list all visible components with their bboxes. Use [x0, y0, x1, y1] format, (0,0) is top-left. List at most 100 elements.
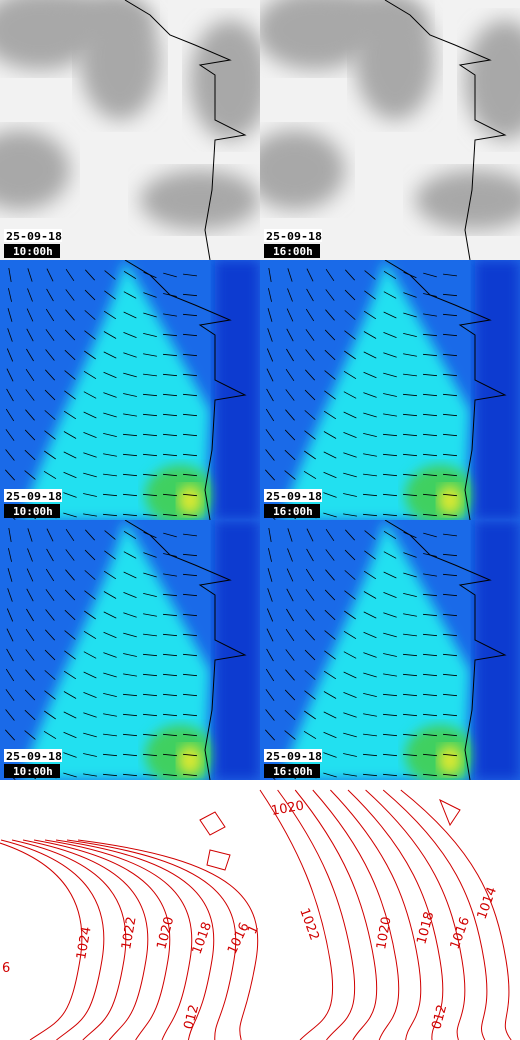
wind-arrow: [305, 329, 315, 341]
wind-arrow: [43, 730, 57, 740]
wind-arrow: [325, 268, 335, 282]
wind-arrow: [142, 513, 158, 517]
wind-arrow: [304, 690, 316, 700]
wind-arrow: [422, 693, 438, 697]
wind-arrow: [64, 329, 76, 341]
panel: [0, 520, 260, 780]
wind-arrow: [103, 412, 117, 418]
wind-arrow: [123, 530, 137, 540]
date-bg: [4, 229, 62, 242]
wind-arrow: [383, 332, 397, 338]
wind-arrow: [44, 710, 56, 720]
time-label: 10:00h: [13, 765, 53, 778]
wind-dark: [475, 520, 520, 780]
wind-arrow: [364, 530, 376, 540]
wind-arrow: [83, 493, 97, 497]
wind-arrow: [162, 713, 178, 717]
wind-arrow: [402, 753, 418, 757]
wind-arrow: [383, 571, 397, 579]
wind-arrow: [143, 292, 157, 298]
wind-arrow: [286, 568, 294, 582]
wind-arrow: [402, 413, 418, 417]
wind-arrow: [285, 409, 295, 421]
wind-arrow: [182, 373, 198, 377]
wind-arrow: [84, 310, 96, 320]
wind-arrow: [25, 409, 35, 421]
wind-arrow: [103, 371, 117, 379]
wind-arrow: [324, 329, 336, 341]
wind-arrow: [143, 332, 157, 338]
wind-arrow: [182, 353, 198, 357]
wind-arrow: [402, 673, 418, 677]
wind-arrow: [284, 689, 296, 701]
wind-arrow: [63, 451, 77, 459]
wind-arrow: [26, 608, 34, 622]
wind-arrow: [382, 513, 398, 517]
wind-arrow: [285, 628, 295, 642]
wind-arrow: [265, 709, 275, 721]
wind-arrow: [25, 368, 35, 382]
wind-arrow: [143, 312, 157, 318]
wind-arrow: [182, 413, 198, 417]
wind-arrow: [268, 528, 272, 542]
contour-line: [259, 789, 334, 1040]
wind-arrow: [27, 528, 33, 542]
wind-arrow: [103, 713, 117, 717]
wind-arrow: [182, 433, 198, 437]
contour-label: 1020: [374, 915, 395, 950]
wind-arrow: [162, 633, 178, 637]
wind-arrow: [65, 528, 75, 542]
wind-dark: [215, 260, 260, 520]
wind-arrow: [304, 670, 316, 680]
wind-arrow: [102, 513, 118, 517]
wind-arrow: [103, 310, 117, 320]
wind-arrow: [162, 393, 178, 397]
contour-line: [382, 789, 488, 1040]
wind-arrow: [103, 591, 117, 599]
time-bg: [4, 504, 60, 518]
date-bg: [264, 749, 322, 762]
wind-arrow: [182, 513, 198, 517]
wind-arrow: [7, 328, 13, 342]
wind-arrow: [83, 411, 97, 419]
wind-arrow: [143, 592, 157, 598]
wind-arrow: [422, 413, 438, 417]
wind-arrow: [104, 530, 116, 540]
wind-arrow: [323, 691, 337, 699]
wind-arrow: [442, 633, 458, 637]
wind-arrow: [287, 548, 293, 562]
time-label: 10:00h: [13, 245, 53, 258]
wind-arrow: [123, 372, 137, 378]
wind-arrow: [162, 413, 178, 417]
wind-arrow: [363, 351, 377, 359]
time-bg: [264, 764, 320, 778]
wind-arrow: [265, 689, 275, 701]
wind-arrow: [285, 669, 295, 681]
wind-arrow: [287, 528, 293, 542]
wind-arrow: [84, 330, 96, 340]
wind-arrow: [403, 592, 417, 598]
wind-arrow: [383, 352, 397, 358]
wind-arrow: [6, 628, 14, 642]
wind-arrow: [44, 450, 56, 460]
wind-arrow: [64, 589, 76, 601]
wind-arrow: [383, 673, 397, 677]
wind-arrow: [323, 451, 337, 459]
wind-arrow: [267, 588, 273, 602]
wind-arrow: [8, 548, 12, 562]
wind-arrow: [142, 713, 158, 717]
wind-arrow: [265, 469, 275, 481]
wind-arrow: [285, 368, 295, 382]
wind-arrow: [402, 453, 418, 457]
wind-arrow: [25, 628, 35, 642]
wind-arrow: [403, 312, 417, 318]
wind-arrow: [143, 613, 157, 617]
wind-arrow: [284, 730, 296, 740]
wind-arrow: [123, 673, 137, 677]
wind-arrow: [63, 772, 77, 778]
wind-arrow: [305, 629, 315, 641]
wind-cyan: [20, 520, 210, 780]
wind-arrow: [364, 270, 376, 280]
wind-arrow: [345, 269, 355, 281]
wind-arrow: [383, 393, 397, 397]
